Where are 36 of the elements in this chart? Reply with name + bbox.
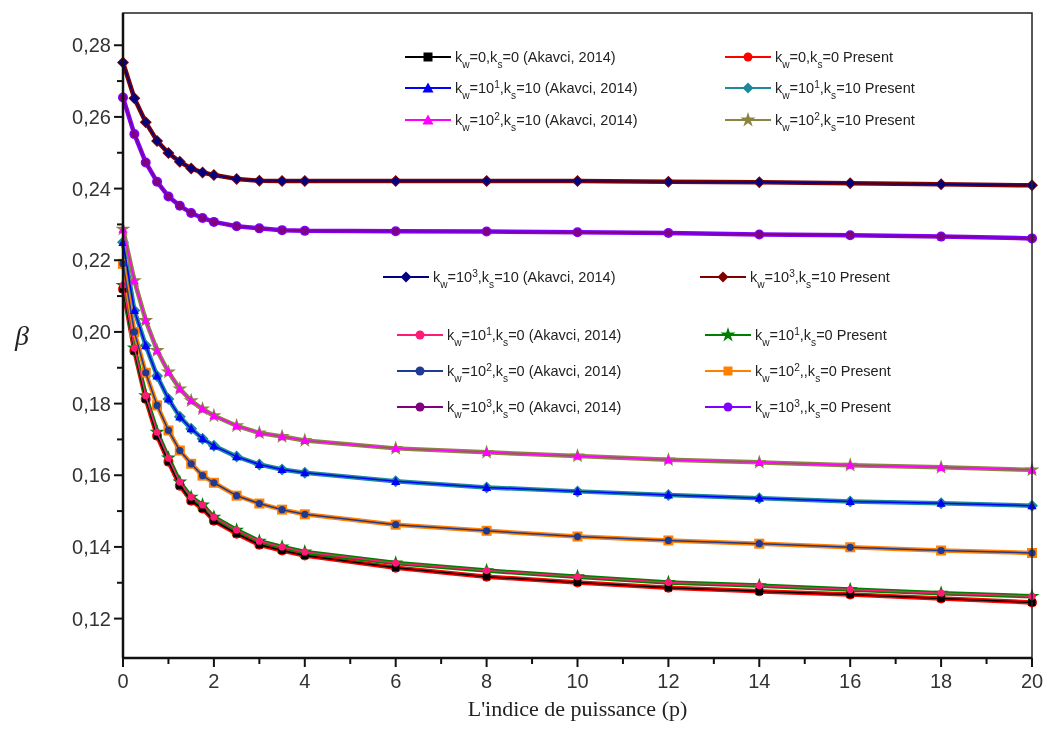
legend-label: k$_{w}$=0,k$_{s}$=0 Present bbox=[775, 49, 893, 70]
x-tick-label: 2 bbox=[208, 670, 220, 692]
y-tick-label: 0,22 bbox=[72, 249, 111, 272]
legend-label: k$_{w}$=10$^{2}$,k$_{s}$=0 (Akavci, 2014) bbox=[447, 361, 622, 384]
y-tick-label: 0,18 bbox=[72, 392, 111, 415]
legend-label: k$_{w}$=10$^{2}$,,k$_{s}$=0 Present bbox=[755, 361, 891, 384]
x-tick-label: 14 bbox=[748, 670, 771, 692]
y-tick-label: 0,28 bbox=[72, 34, 111, 57]
legend-label: k$_{w}$=0,k$_{s}$=0 (Akavci, 2014) bbox=[455, 49, 616, 70]
y-tick-label: 0,12 bbox=[72, 607, 111, 630]
legend-label: k$_{w}$=10$^{3}$,k$_{s}$=10 (Akavci, 2014) bbox=[433, 267, 616, 290]
x-tick-label: 6 bbox=[390, 670, 402, 692]
x-tick-label: 8 bbox=[481, 670, 493, 692]
legend-label: k$_{w}$=10$^{3}$,,k$_{s}$=0 Present bbox=[755, 397, 891, 420]
legend-label: k$_{w}$=10$^{3}$,k$_{s}$=10 Present bbox=[750, 267, 890, 290]
legend-label: k$_{w}$=10$^{2}$,k$_{s}$=10 Present bbox=[775, 110, 915, 133]
x-tick-label: 4 bbox=[299, 670, 311, 692]
y-tick-label: 0,26 bbox=[72, 105, 111, 128]
legend-label: k$_{w}$=10$^{2}$,k$_{s}$=10 (Akavci, 2014) bbox=[455, 110, 638, 133]
x-axis-title: L'indice de puissance (p) bbox=[467, 696, 688, 721]
x-tick-label: 0 bbox=[117, 670, 129, 692]
x-tick-label: 16 bbox=[839, 670, 862, 692]
legend-label: k$_{w}$=10$^{1}$,k$_{s}$=10 Present bbox=[775, 78, 915, 101]
y-tick-label: 0,20 bbox=[72, 320, 111, 343]
y-axis-title: β bbox=[14, 320, 30, 352]
x-tick-label: 20 bbox=[1020, 670, 1044, 692]
legend-label: k$_{w}$=10$^{1}$,k$_{s}$=0 Present bbox=[755, 325, 887, 348]
y-tick-label: 0,16 bbox=[72, 464, 111, 487]
x-tick-label: 12 bbox=[657, 670, 680, 692]
legend-label: k$_{w}$=10$^{1}$,k$_{s}$=10 (Akavci, 2014) bbox=[455, 78, 638, 101]
x-tick-label: 10 bbox=[566, 670, 589, 692]
legend-label: k$_{w}$=10$^{3}$,k$_{s}$=0 (Akavci, 2014) bbox=[447, 397, 622, 420]
x-tick-label: 18 bbox=[929, 670, 953, 692]
legend-label: k$_{w}$=10$^{1}$,k$_{s}$=0 (Akavci, 2014) bbox=[447, 325, 622, 348]
y-tick-label: 0,24 bbox=[72, 177, 111, 200]
y-tick-label: 0,14 bbox=[72, 535, 111, 558]
